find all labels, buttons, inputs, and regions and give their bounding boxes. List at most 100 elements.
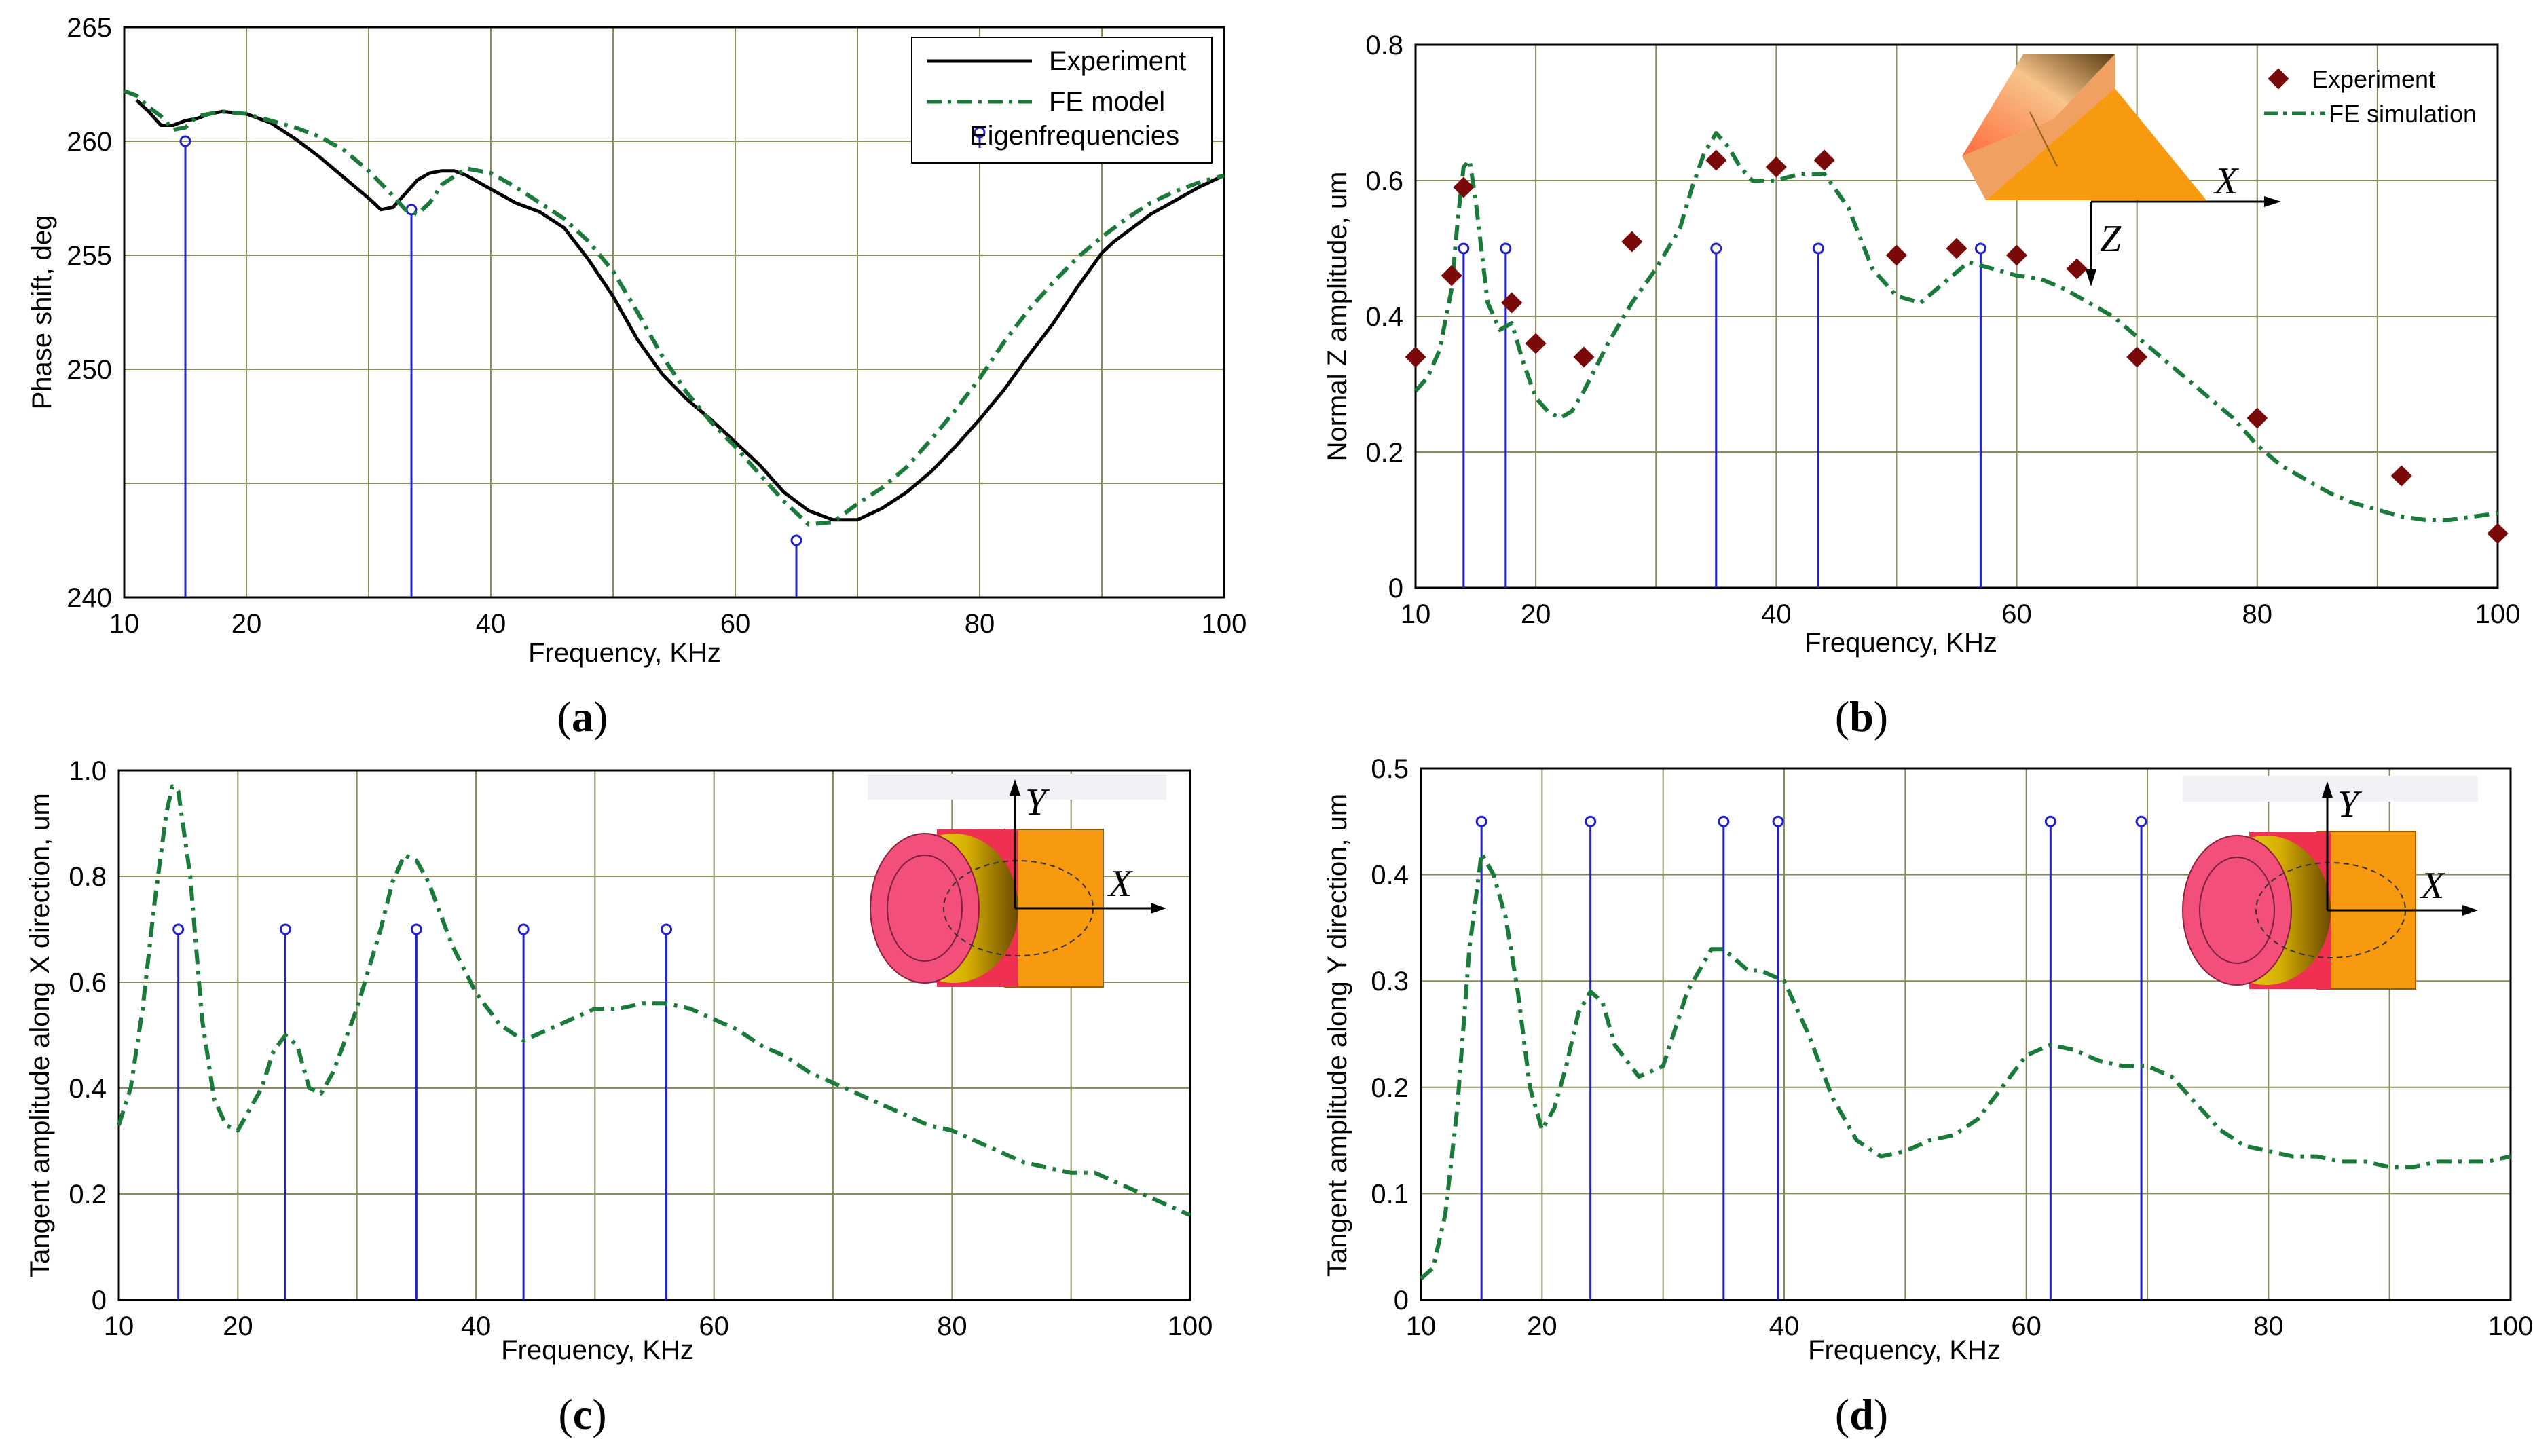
y-arrow-head — [2322, 781, 2333, 798]
y-axis-label: Phase shift, deg — [27, 215, 57, 410]
panel-caption-c: (c) — [558, 1390, 606, 1438]
caption-letter: c — [573, 1390, 592, 1438]
x-arrow-head — [1151, 903, 1166, 914]
series-line-fe-model — [123, 89, 1225, 527]
eigenfrequency-stems — [172, 923, 673, 1300]
panel-caption-d: (d) — [1835, 1390, 1888, 1438]
specimen-inset-front: X Y — [868, 774, 1166, 988]
panel-caption-b: (b) — [1835, 692, 1888, 741]
eigenfrequency-stems — [1458, 242, 1986, 588]
x-axis-label: Frequency, KHz — [1805, 628, 1997, 658]
eigenfrequency-marker — [172, 923, 185, 935]
x-tick-label: 10 — [1401, 599, 1431, 629]
chart-panel-c: 10 20 40 60 80 100 0 0.2 0.4 0.6 0.8 1.0 Frequency… — [25, 756, 1213, 1438]
x-tick-label: 100 — [2475, 599, 2521, 629]
caption-open-paren: ( — [558, 1390, 572, 1438]
legend: Experiment FE model Eigenfrequencies — [911, 37, 1213, 164]
eigenfrequency-marker — [1772, 815, 1784, 827]
inset-header-bar — [2183, 776, 2478, 802]
legend-label-experiment: Experiment — [2312, 65, 2435, 93]
x-tick-labels: 10 20 40 60 80 100 — [1401, 599, 2521, 629]
y-tick-label: 0.8 — [69, 862, 107, 892]
eigenfrequency-marker — [2044, 815, 2056, 827]
plot-area — [123, 26, 1225, 599]
y-tick-label: 0.1 — [1371, 1179, 1409, 1209]
experiment-marker — [2066, 258, 2088, 280]
x-axis-label: Frequency, KHz — [1808, 1335, 2001, 1365]
experiment-marker — [1525, 333, 1547, 354]
y-tick-label: 0.5 — [1371, 754, 1409, 784]
x-tick-labels: 10 20 40 60 80 100 — [1406, 1311, 2533, 1341]
caption-close-paren: ) — [593, 692, 608, 741]
eigenfrequency-stems — [179, 135, 802, 597]
series-lines — [1420, 851, 2511, 1280]
x-axis-letter: X — [2420, 865, 2446, 907]
x-tick-label: 80 — [965, 609, 995, 639]
specimen-body — [1986, 88, 2206, 200]
series-line-fe-simulation — [1413, 131, 2498, 522]
z-axis-letter: Z — [2100, 218, 2122, 260]
y-tick-label: 260 — [67, 127, 112, 157]
legend-label-experiment: Experiment — [1049, 46, 1186, 76]
x-axis-label: Frequency, KHz — [501, 1335, 694, 1365]
specimen-seam — [2029, 111, 2058, 167]
caption-close-paren: ) — [1874, 692, 1888, 741]
y-tick-label: 0.4 — [1365, 302, 1403, 332]
y-axis-letter: Y — [2337, 783, 2363, 825]
y-tick-label: 0 — [92, 1286, 107, 1315]
specimen-inset-front: X Y — [2182, 776, 2478, 990]
y-tick-label: 240 — [67, 583, 112, 613]
y-tick-label: 0.4 — [1371, 861, 1409, 891]
caption-open-paren: ( — [557, 692, 572, 741]
caption-open-paren: ( — [1835, 1390, 1849, 1438]
legend-label-fe-model: FE model — [1049, 87, 1165, 117]
y-tick-label: 0.2 — [1365, 438, 1403, 468]
experiment-marker — [1621, 231, 1643, 253]
y-tick-label: 0 — [1394, 1286, 1409, 1315]
x-tick-label: 20 — [1521, 599, 1551, 629]
x-axis-letter: X — [2213, 160, 2240, 202]
x-tick-label: 100 — [1202, 609, 1247, 639]
x-tick-label: 60 — [720, 609, 751, 639]
y-tick-label: 0.3 — [1371, 967, 1409, 996]
chart-panel-d: 10 20 40 60 80 100 0 0.1 0.2 0.3 0.4 0.5 Frequency… — [1323, 754, 2533, 1438]
eigenfrequency-marker — [179, 135, 191, 147]
eigenfrequency-marker — [790, 534, 802, 546]
plot-area — [1420, 767, 2512, 1301]
x-tick-label: 80 — [2242, 599, 2273, 629]
x-tick-label: 40 — [1769, 1311, 1800, 1341]
caption-letter: a — [572, 692, 593, 741]
experiment-marker — [2247, 407, 2268, 429]
caption-open-paren: ( — [1835, 692, 1849, 741]
caption-letter: d — [1849, 1390, 1874, 1438]
x-axis-letter: X — [1107, 863, 1134, 905]
x-tick-label: 10 — [109, 609, 140, 639]
x-tick-label: 40 — [1761, 599, 1792, 629]
series-lines — [117, 784, 1191, 1217]
series-line-fe-model — [1420, 851, 2511, 1280]
eigenfrequency-stems — [1475, 815, 2147, 1300]
experiment-marker — [2005, 244, 2028, 266]
experiment-markers — [1405, 149, 2509, 544]
experiment-marker — [1453, 176, 1475, 198]
series-lines — [123, 89, 1225, 527]
plot-area — [117, 769, 1191, 1301]
specimen-top-face — [1962, 54, 2115, 156]
eigenfrequency-marker — [2135, 815, 2147, 827]
y-arrow-head — [1010, 779, 1020, 796]
y-tick-label: 0.6 — [69, 968, 107, 998]
x-arrow-head — [2264, 196, 2281, 207]
y-axis-letter: Y — [1025, 781, 1050, 823]
experiment-marker — [1441, 265, 1462, 286]
legend-label-fe-simulation: FE simulation — [2329, 100, 2477, 128]
x-tick-label: 60 — [2011, 1311, 2041, 1341]
x-tick-label: 60 — [699, 1311, 729, 1341]
x-tick-label: 40 — [476, 609, 506, 639]
caption-letter: b — [1849, 692, 1874, 741]
y-tick-labels: 0 0.1 0.2 0.3 0.4 0.5 — [1371, 754, 1409, 1315]
y-tick-labels: 0 0.2 0.4 0.6 0.8 1.0 — [69, 756, 107, 1315]
x-tick-label: 10 — [104, 1311, 134, 1341]
specimen-inset-3d: X Z — [1962, 54, 2281, 286]
caption-close-paren: ) — [1874, 1390, 1888, 1438]
caption-close-paren: ) — [592, 1390, 606, 1438]
